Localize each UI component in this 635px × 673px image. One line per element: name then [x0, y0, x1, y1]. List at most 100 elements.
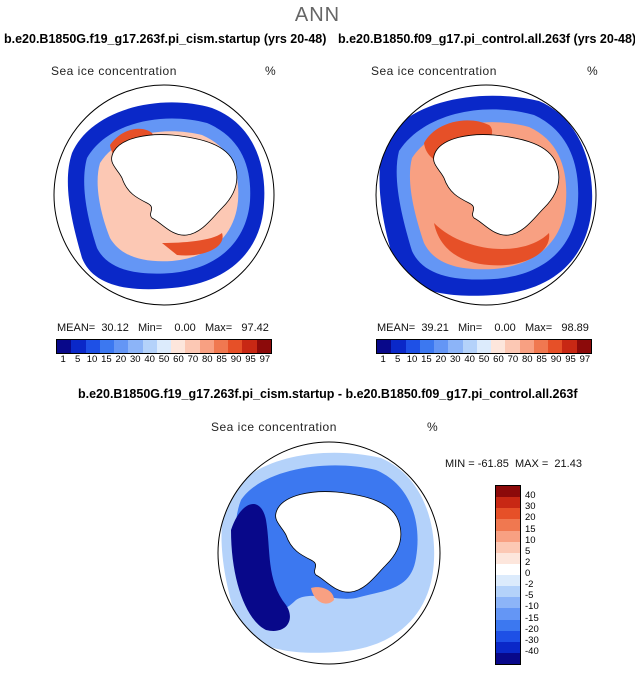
diff-colorbar-swatch: [496, 641, 520, 653]
diff-stats: MIN = -61.85 MAX = 21.43: [445, 458, 582, 470]
diff-colorbar-tick-label: -5: [525, 590, 534, 602]
panel2-colorbar-tick-label: 95: [565, 354, 576, 365]
panel1-colorbar-swatch: [142, 340, 157, 353]
panel1-colorbar-swatch: [213, 340, 229, 353]
diff-colorbar-tick-label: 40: [525, 490, 536, 502]
panel1-colorbar-tick-label: 50: [158, 354, 170, 365]
panel2-colorbar-tick-label: 40: [464, 354, 475, 365]
diff-colorbar-tick-label: 20: [525, 512, 536, 524]
main-title: ANN: [294, 4, 341, 26]
panel2-colorbar-tick-label: 10: [406, 354, 418, 365]
diff-colorbar-swatch: [496, 575, 520, 587]
diff-colorbar-tick-label: -40: [525, 645, 539, 657]
panel1-colorbar-swatch: [256, 340, 271, 353]
panel2-title: b.e20.B1850.f09_g17.pi_control.all.263f …: [338, 32, 635, 46]
panel2-colorbar-swatch: [505, 340, 520, 353]
panel1-colorbar-swatch: [57, 340, 72, 353]
diff-polar-map: [217, 441, 441, 665]
diff-colorbar-tick-label: -15: [525, 612, 539, 624]
panel1-title: b.e20.B1850G.f19_g17.263f.pi_cism.startu…: [4, 32, 327, 46]
diff-colorbar-swatch: [496, 563, 520, 575]
panel1-colorbar-swatch: [199, 340, 214, 353]
panel2-colorbar-swatch: [419, 340, 435, 353]
panel1-colorbar-tick-label: 80: [201, 354, 213, 365]
panel1-colorbar-tick-label: 40: [144, 354, 155, 365]
panel1-colorbar-tick-label: 70: [187, 354, 199, 365]
diff-colorbar-swatch: [496, 597, 520, 609]
panel2-stats: MEAN= 39.21 Min= 0.00 Max= 98.89: [377, 322, 589, 334]
panel1-colorbar-tick-label: 97: [259, 354, 271, 365]
panel2-polar-map: [375, 84, 597, 306]
diff-ice-strong: [231, 503, 290, 631]
panel1-colorbar-tick-label: 90: [230, 354, 242, 365]
panel2-colorbar-tick-label: 97: [579, 354, 591, 365]
diff-antarctica: [275, 491, 402, 593]
panel2-colorbar-swatch: [448, 340, 463, 353]
panel1-colorbar-tick-label: 10: [86, 354, 98, 365]
panel2-colorbar-swatch: [576, 340, 591, 353]
panel2-colorbar-swatch: [391, 340, 406, 353]
diff-colorbar: [495, 485, 521, 665]
panel2-colorbar-swatch: [462, 340, 477, 353]
panel2-colorbar-swatch: [562, 340, 577, 353]
panel1-colorbar-swatch: [71, 340, 86, 353]
panel1-colorbar-swatch: [128, 340, 143, 353]
panel1-colorbar-tick-label: 30: [129, 354, 141, 365]
diff-colorbar-swatch: [496, 619, 520, 631]
panel1-colorbar-swatch: [85, 340, 100, 353]
diff-colorbar-tick-label: 30: [525, 501, 536, 513]
panel1-variable-label: Sea ice concentration: [51, 64, 177, 78]
diff-colorbar-tick-label: 5: [525, 545, 531, 557]
panel2-colorbar: 1 5 10 15 20 30 40 50 60 70 80 85 90 95 97: [376, 339, 592, 365]
panel2-colorbar-tick-label: 80: [521, 354, 533, 365]
diff-colorbar-swatch: [496, 497, 520, 509]
diff-colorbar-swatch: [496, 652, 520, 664]
diff-colorbar-tick-label: -10: [525, 601, 539, 613]
panel2-unit-label: %: [587, 64, 598, 78]
panel2-colorbar-tick-label: 5: [394, 354, 401, 365]
diff-variable-label: Sea ice concentration: [211, 420, 337, 434]
panel1-colorbar-tick-label: 5: [74, 354, 81, 365]
panel1-colorbar-swatch: [228, 340, 243, 353]
panel1-polar-map: [53, 84, 275, 306]
diff-unit-label: %: [427, 420, 438, 434]
panel1-colorbar-swatch: [185, 340, 200, 353]
diff-colorbar-tick-label: 10: [525, 534, 536, 546]
diff-colorbar-swatch: [496, 541, 520, 553]
panel1-colorbar-tick-label: 15: [101, 354, 112, 365]
panel1-colorbar-swatch: [242, 340, 257, 353]
diff-colorbar-swatch: [496, 608, 520, 620]
panel2-colorbar-swatch: [405, 340, 420, 353]
panel2-colorbar-swatch: [491, 340, 506, 353]
diff-colorbar-tick-label: 0: [525, 568, 531, 579]
panel2-colorbar-swatch: [519, 340, 534, 353]
diff-colorbar-tick-label: 15: [525, 523, 536, 535]
panel1-stats: MEAN= 30.12 Min= 0.00 Max= 97.42: [57, 322, 269, 334]
panel1-colorbar-tick-label: 1: [60, 354, 66, 365]
panel2-colorbar-tick-label: 15: [421, 354, 432, 365]
panel1-colorbar-tick-label: 95: [245, 354, 256, 365]
diff-positive-patch: [311, 587, 334, 604]
diff-colorbar-swatch: [496, 508, 520, 520]
diff-colorbar-swatch: [496, 519, 520, 531]
panel1-colorbar: 1 5 10 15 20 30 40 50 60 70 80 85 90 95 97: [56, 339, 272, 365]
panel2-colorbar-tick-label: 1: [380, 354, 386, 365]
panel1-colorbar-swatch: [114, 340, 129, 353]
panel2-colorbar-tick-label: 50: [478, 354, 490, 365]
diff-colorbar-tick-label: -2: [525, 579, 534, 591]
panel2-colorbar-swatch: [533, 340, 549, 353]
diff-colorbar-swatch: [496, 530, 520, 542]
diff-colorbar-swatch: [496, 552, 520, 564]
panel2-colorbar-tick-label: 60: [493, 354, 504, 365]
panel2-colorbar-swatch: [548, 340, 563, 353]
panel2-variable-label: Sea ice concentration: [371, 64, 497, 78]
panel2-antarctica: [433, 134, 560, 236]
panel1-colorbar-tick-label: 60: [173, 354, 184, 365]
panel1-colorbar-swatch: [171, 340, 186, 353]
panel1-colorbar-swatch: [99, 340, 115, 353]
panel2-colorbar-tick-label: 20: [435, 354, 447, 365]
diff-colorbar-tick-label: -30: [525, 634, 539, 646]
panel2-colorbar-tick-label: 85: [536, 354, 547, 365]
diff-colorbar-swatch: [496, 486, 520, 498]
diff-panel-title: b.e20.B1850G.f19_g17.263f.pi_cism.startu…: [78, 387, 578, 401]
